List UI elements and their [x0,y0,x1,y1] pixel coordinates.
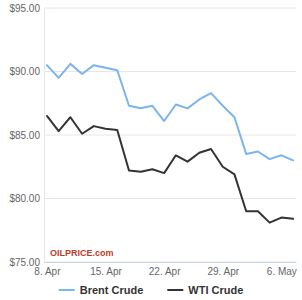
x-tick-label: 29. Apr [207,266,239,277]
legend-label: WTI Crude [188,284,243,296]
x-tick: 29. Apr [207,262,239,277]
x-tick: 15. Apr [90,262,122,277]
grid-line [44,262,296,263]
x-tick-label: 15. Apr [90,266,122,277]
y-tick-label: $80.00 [9,193,40,204]
legend-swatch [167,289,183,291]
series-line[interactable] [47,116,293,223]
legend-label: Brent Crude [80,284,144,296]
legend-swatch [59,289,75,291]
plot: $75.00$80.00$85.00$90.00$95.008. Apr15. … [9,3,296,277]
y-tick: $85.00 [9,130,44,141]
grid-line [44,71,296,72]
y-tick-label: $90.00 [9,66,40,77]
series-line[interactable] [47,64,293,161]
x-tick: 6. May [267,262,297,277]
y-tick-label: $85.00 [9,130,40,141]
x-tick-label: 22. Apr [149,266,181,277]
y-tick: $80.00 [9,193,44,204]
y-tick-label: $95.00 [9,3,40,14]
x-tick: 8. Apr [34,262,61,277]
x-tick: 22. Apr [149,262,181,277]
x-tick-label: 8. Apr [34,266,61,277]
logo-text: OILPRICE.com [50,248,114,258]
legend: Brent Crude WTI Crude [59,284,244,296]
y-tick: $90.00 [9,66,44,77]
y-axis: $75.00$80.00$85.00$90.00$95.00 [9,3,44,268]
x-tick-label: 6. May [267,266,297,277]
series-group [47,64,293,223]
x-axis: 8. Apr 15. Apr 22. Apr 29. Apr 6. May [34,262,296,277]
y-axis-line [44,9,45,263]
grid-line [44,198,296,199]
legend-item[interactable]: Brent Crude [59,284,144,296]
y-tick: $95.00 [9,3,44,14]
chart: $75.00$80.00$85.00$90.00$95.008. Apr15. … [0,0,302,300]
legend-item[interactable]: WTI Crude [167,284,243,296]
grid-line [44,8,296,9]
grid [44,8,296,262]
x-axis-line [45,262,297,263]
